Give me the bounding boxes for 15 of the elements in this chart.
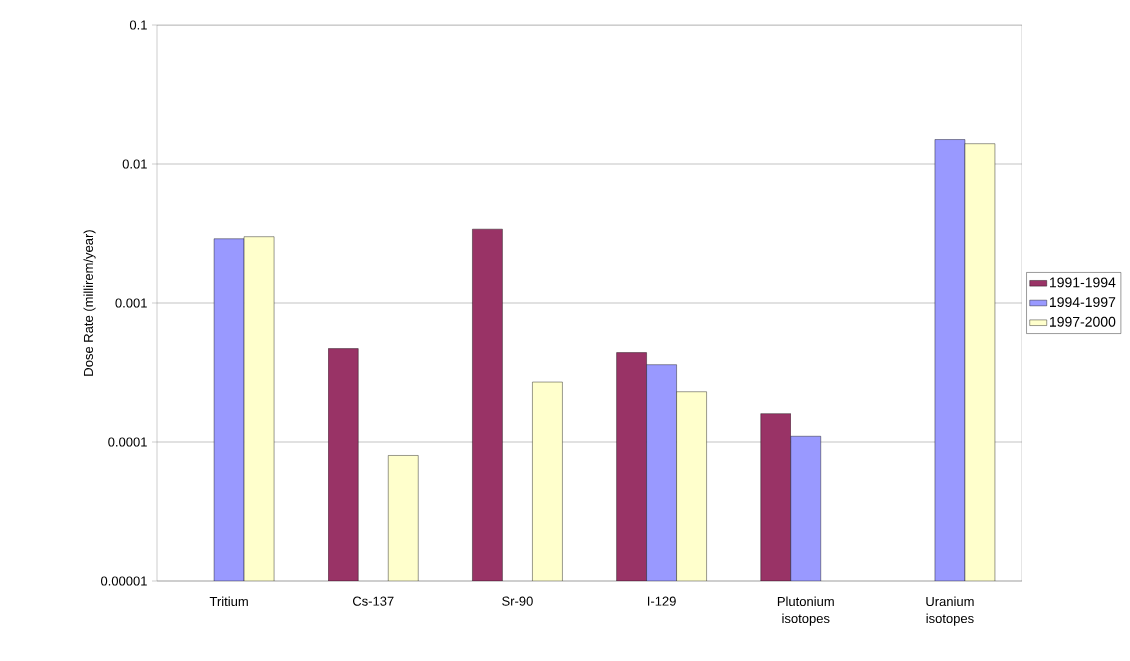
x-tick-label: Tritium xyxy=(209,596,248,607)
y-tick-label: 0.0001 xyxy=(108,437,147,447)
y-tick-label: 0.01 xyxy=(122,159,147,169)
x-tick-label: Sr-90 xyxy=(502,596,533,606)
y-axis-title: Dose Rate (millirem/year) xyxy=(83,230,96,376)
y-tick-label: 0.1 xyxy=(129,20,147,30)
x-tick-label: I-129 xyxy=(647,596,676,606)
y-tick-label: 0.00001 xyxy=(100,576,147,586)
legend-label: 1991-1994 xyxy=(1050,277,1116,288)
x-tick-label: Cs-137 xyxy=(352,596,394,606)
legend-label: 1994-1997 xyxy=(1050,297,1116,308)
x-tick-label: Uranium isotopes xyxy=(926,596,974,626)
y-tick-label: 0.001 xyxy=(115,298,147,308)
x-tick-label: Plutonium isotopes xyxy=(777,596,834,626)
legend-label: 1997-2000 xyxy=(1050,316,1116,327)
